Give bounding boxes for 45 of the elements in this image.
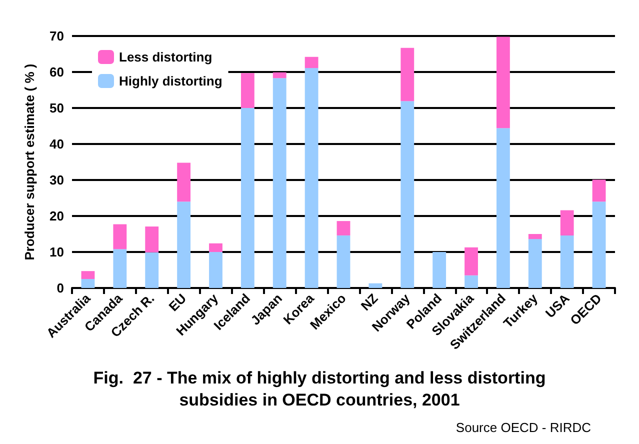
bar: [432, 252, 446, 288]
bar: [368, 283, 382, 288]
bar: [496, 128, 510, 288]
bar: [113, 224, 127, 250]
bar: [209, 252, 222, 288]
bar: [496, 36, 510, 128]
y-tick-label: 70: [50, 28, 64, 44]
y-tick-label: 50: [50, 100, 64, 116]
source-note: Source OECD - RIRDC: [456, 420, 591, 435]
bar: [81, 271, 95, 279]
bar: [145, 252, 159, 288]
bar: [592, 180, 606, 202]
y-tick-label: 20: [50, 208, 64, 224]
bar: [145, 226, 159, 252]
bar: [560, 235, 574, 288]
bar: [592, 202, 606, 288]
bar: [560, 210, 574, 236]
bar: [528, 234, 542, 240]
bar: [113, 249, 127, 288]
bar: [304, 56, 318, 68]
y-tick-label: 30: [50, 172, 64, 188]
bar: [177, 202, 190, 288]
bar: [240, 108, 254, 288]
bar: [528, 239, 542, 288]
legend-label: Highly distorting: [119, 74, 222, 88]
bar: [336, 235, 350, 288]
bar: [400, 101, 414, 288]
y-tick-label: 10: [50, 244, 64, 260]
bar: [272, 78, 286, 288]
bar: [209, 243, 222, 252]
bar: [81, 279, 95, 288]
bar: [240, 73, 254, 108]
bar: [464, 275, 478, 288]
legend-label: Less distorting: [119, 50, 212, 64]
bar: [336, 221, 350, 236]
y-tick-label: 40: [50, 136, 64, 152]
y-tick-label: 0: [56, 280, 64, 296]
bar: [272, 72, 286, 78]
bar: [304, 68, 318, 288]
bar: [464, 247, 478, 276]
text: Fig. 27 - The mix of highly distorting and less distorting subsidies in OECD countries, 2001: [93, 368, 546, 410]
bar: [177, 162, 190, 202]
y-tick-label: 60: [50, 64, 64, 80]
y-axis-title: Producer support estimate ( % ): [22, 64, 37, 260]
bar: [400, 48, 414, 102]
